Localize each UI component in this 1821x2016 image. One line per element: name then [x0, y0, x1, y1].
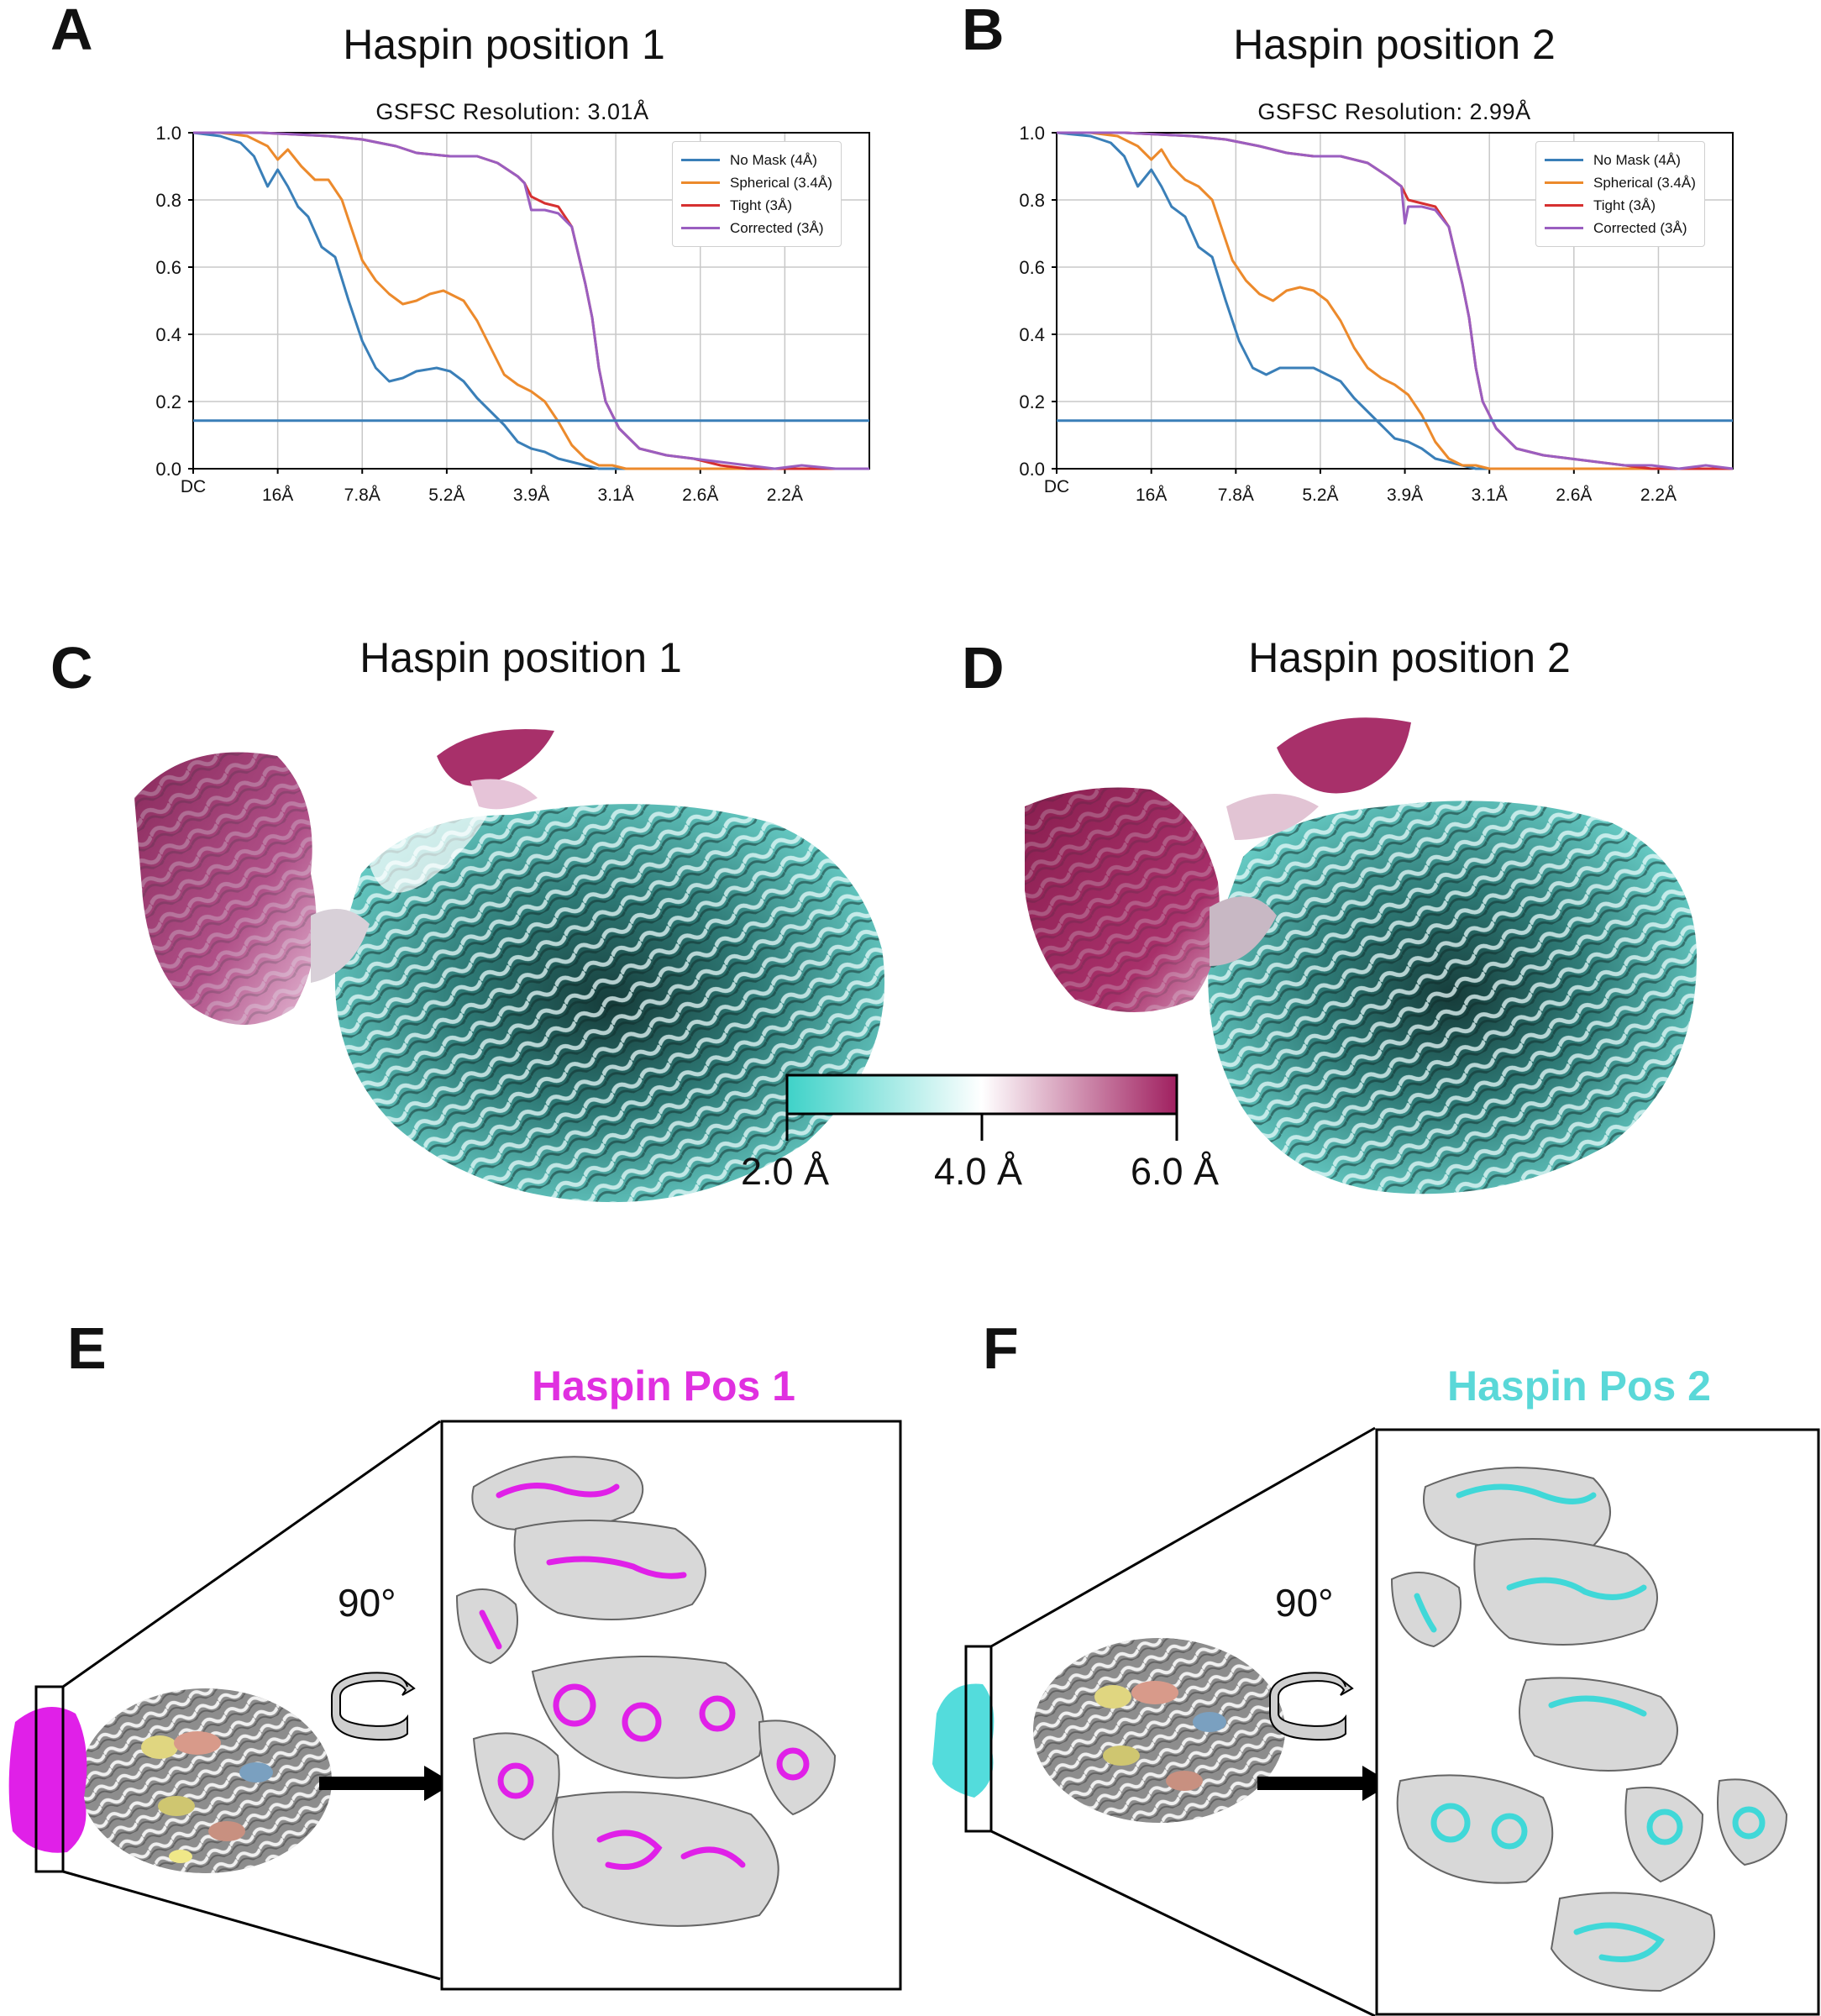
panel-a-title: Haspin position 1 [343, 21, 665, 68]
x-tick-label: 2.2Å [1640, 486, 1677, 505]
x-tick-label: 5.2Å [1302, 486, 1338, 505]
plot-a-resolution-title: GSFSC Resolution: 3.01Å [375, 99, 649, 124]
colorbar-label-min: 2.0 Å [741, 1150, 830, 1193]
legend-label: Corrected (3Å) [730, 219, 824, 236]
x-tick-label: DC [181, 477, 206, 496]
legend-item: Corrected (3Å) [681, 217, 832, 239]
legend-swatch [1545, 227, 1583, 229]
x-tick-label: 2.6Å [682, 486, 718, 505]
model-fit-zoom-pos2 [1375, 1428, 1820, 2016]
x-tick-label: 7.8Å [344, 486, 380, 505]
legend-label: Tight (3Å) [1593, 197, 1656, 213]
rotation-label-pos1: 90° [338, 1581, 396, 1625]
y-tick-label: 0.4 [1019, 324, 1045, 345]
y-tick-label: 0.8 [155, 190, 181, 211]
fsc-series-line [193, 131, 869, 470]
x-tick-label: 16Å [1136, 486, 1167, 505]
colorbar-gradient [785, 1074, 1178, 1116]
zoom-box-small [964, 1645, 993, 1833]
model-fit-zoom-pos1 [440, 1420, 902, 1991]
legend-b: No Mask (4Å) Spherical (3.4Å) Tight (3Å)… [1535, 141, 1705, 247]
legend-swatch [681, 159, 720, 161]
x-tick-label: 3.1Å [1472, 486, 1508, 505]
y-tick-label: 0.2 [155, 391, 181, 412]
legend-swatch [681, 204, 720, 207]
x-tick-label: 2.2Å [767, 486, 803, 505]
x-tick-label: 3.9Å [513, 486, 549, 505]
y-tick-label: 0.4 [155, 324, 181, 345]
x-tick-label: 3.9Å [1387, 486, 1423, 505]
zoom-box-small [34, 1685, 65, 1873]
legend-label: No Mask (4Å) [1593, 151, 1681, 168]
panel-d-title: Haspin position 2 [1248, 634, 1571, 681]
panel-letter-b: B [962, 0, 1005, 62]
haspin-pos-2-label: Haspin Pos 2 [1447, 1362, 1711, 1410]
legend-item: Tight (3Å) [681, 194, 832, 217]
legend-label: Tight (3Å) [730, 197, 793, 213]
rotation-label-pos2: 90° [1275, 1581, 1334, 1625]
legend-item: Spherical (3.4Å) [1545, 171, 1696, 194]
legend-item: Corrected (3Å) [1545, 217, 1696, 239]
rotation-arrow-pos2 [1257, 1672, 1392, 1801]
rotation-arrow-pos1 [319, 1672, 454, 1801]
fsc-series-line [1057, 131, 1733, 470]
y-tick-label: 0.6 [155, 257, 181, 278]
nucleosome-overview-pos2 [932, 1426, 1376, 2016]
legend-swatch [1545, 181, 1583, 184]
nucleosome-overview-pos1 [8, 1420, 441, 1981]
x-tick-label: 5.2Å [428, 486, 464, 505]
panel-letter-c: C [50, 635, 93, 701]
fsc-chart-b: 0.0 0.2 0.4 0.6 0.8 1.0 DC 16Å 7.8Å 5.2Å 3.9Å 3.1Å 2… [1019, 123, 1734, 505]
plot-b-resolution-title: GSFSC Resolution: 2.99Å [1257, 99, 1531, 124]
legend-label: Spherical (3.4Å) [730, 174, 832, 191]
legend-label: No Mask (4Å) [730, 151, 817, 168]
local-resolution-map-position-2 [1025, 717, 1697, 1194]
legend-swatch [681, 181, 720, 184]
fsc-series-line [193, 131, 869, 470]
legend-swatch [1545, 204, 1583, 207]
legend-label: Corrected (3Å) [1593, 219, 1687, 236]
x-tick-label: DC [1044, 477, 1069, 496]
x-tick-label: 16Å [262, 486, 293, 505]
panel-letter-e: E [67, 1315, 107, 1381]
panel-letter-d: D [962, 635, 1005, 701]
panel-c-title: Haspin position 1 [359, 634, 682, 681]
x-tick-label: 3.1Å [598, 486, 634, 505]
fsc-series-line [1057, 131, 1734, 470]
y-tick-label: 0.8 [1019, 190, 1045, 211]
legend-swatch [1545, 159, 1583, 161]
legend-item: Tight (3Å) [1545, 194, 1696, 217]
y-tick-label: 0.6 [1019, 257, 1045, 278]
y-tick-label: 0.2 [1019, 391, 1045, 412]
legend-label: Spherical (3.4Å) [1593, 174, 1696, 191]
legend-item: No Mask (4Å) [1545, 149, 1696, 171]
panel-b-title: Haspin position 2 [1233, 21, 1556, 68]
panel-letter-a: A [50, 0, 93, 62]
legend-swatch [681, 227, 720, 229]
x-tick-label: 2.6Å [1556, 486, 1592, 505]
legend-item: Spherical (3.4Å) [681, 171, 832, 194]
legend-a: No Mask (4Å) Spherical (3.4Å) Tight (3Å)… [672, 141, 842, 247]
plot-frame [1056, 132, 1734, 470]
y-tick-label: 0.0 [1019, 459, 1045, 480]
colorbar-label-max: 6.0 Å [1131, 1150, 1220, 1193]
colorbar-label-mid: 4.0 Å [934, 1150, 1023, 1193]
x-tick-label: 7.8Å [1218, 486, 1254, 505]
y-tick-label: 1.0 [1019, 123, 1045, 144]
colorbar [785, 1074, 1178, 1141]
panel-letter-f: F [983, 1315, 1019, 1381]
local-resolution-map-position-1 [134, 729, 885, 1203]
y-tick-label: 0.0 [155, 459, 181, 480]
legend-item: No Mask (4Å) [681, 149, 832, 171]
y-tick-label: 1.0 [155, 123, 181, 144]
haspin-pos-1-label: Haspin Pos 1 [532, 1362, 795, 1410]
